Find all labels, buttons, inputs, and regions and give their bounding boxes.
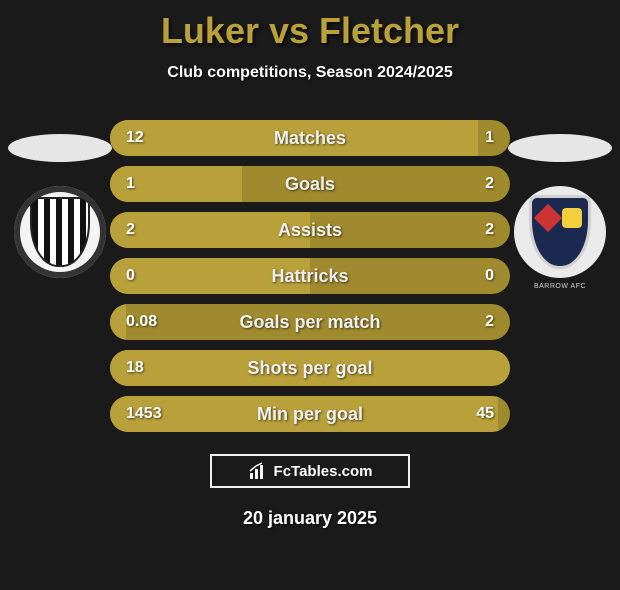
stat-value-right: 2 [485, 304, 494, 340]
bar-left-fill [110, 304, 126, 340]
stat-row: Hattricks00 [0, 258, 620, 304]
stat-row: Shots per goal18 [0, 350, 620, 396]
stat-value-left: 1 [126, 166, 135, 202]
stat-value-right: 1 [485, 120, 494, 156]
bar-left-fill [110, 258, 310, 294]
stat-value-left: 0 [126, 258, 135, 294]
stat-row: Assists22 [0, 212, 620, 258]
stat-value-right: 2 [485, 166, 494, 202]
bar-left-fill [110, 396, 498, 432]
brand-badge: FcTables.com [210, 454, 410, 488]
stat-value-right: 45 [476, 396, 494, 432]
bar-track [110, 212, 510, 248]
stat-value-left: 2 [126, 212, 135, 248]
subtitle: Club competitions, Season 2024/2025 [0, 64, 620, 82]
bar-track [110, 350, 510, 386]
chart-icon [248, 461, 268, 481]
stat-row: Goals per match0.082 [0, 304, 620, 350]
stat-row: Goals12 [0, 166, 620, 212]
bar-track [110, 120, 510, 156]
stat-value-right: 0 [485, 258, 494, 294]
bar-left-fill [110, 350, 510, 386]
page-title: Luker vs Fletcher [0, 10, 620, 52]
bar-track [110, 166, 510, 202]
stat-value-left: 0.08 [126, 304, 157, 340]
bar-track [110, 396, 510, 432]
bar-track [110, 304, 510, 340]
bar-left-fill [110, 212, 310, 248]
stat-value-left: 18 [126, 350, 144, 386]
bar-track [110, 258, 510, 294]
comparison-chart: Matches121Goals12Assists22Hattricks00Goa… [0, 120, 620, 442]
stat-value-right: 2 [485, 212, 494, 248]
stat-value-left: 12 [126, 120, 144, 156]
stat-row: Matches121 [0, 120, 620, 166]
date-label: 20 january 2025 [0, 508, 620, 529]
bar-left-fill [110, 120, 478, 156]
stat-value-left: 1453 [126, 396, 162, 432]
brand-text: FcTables.com [274, 463, 373, 480]
stat-row: Min per goal145345 [0, 396, 620, 442]
